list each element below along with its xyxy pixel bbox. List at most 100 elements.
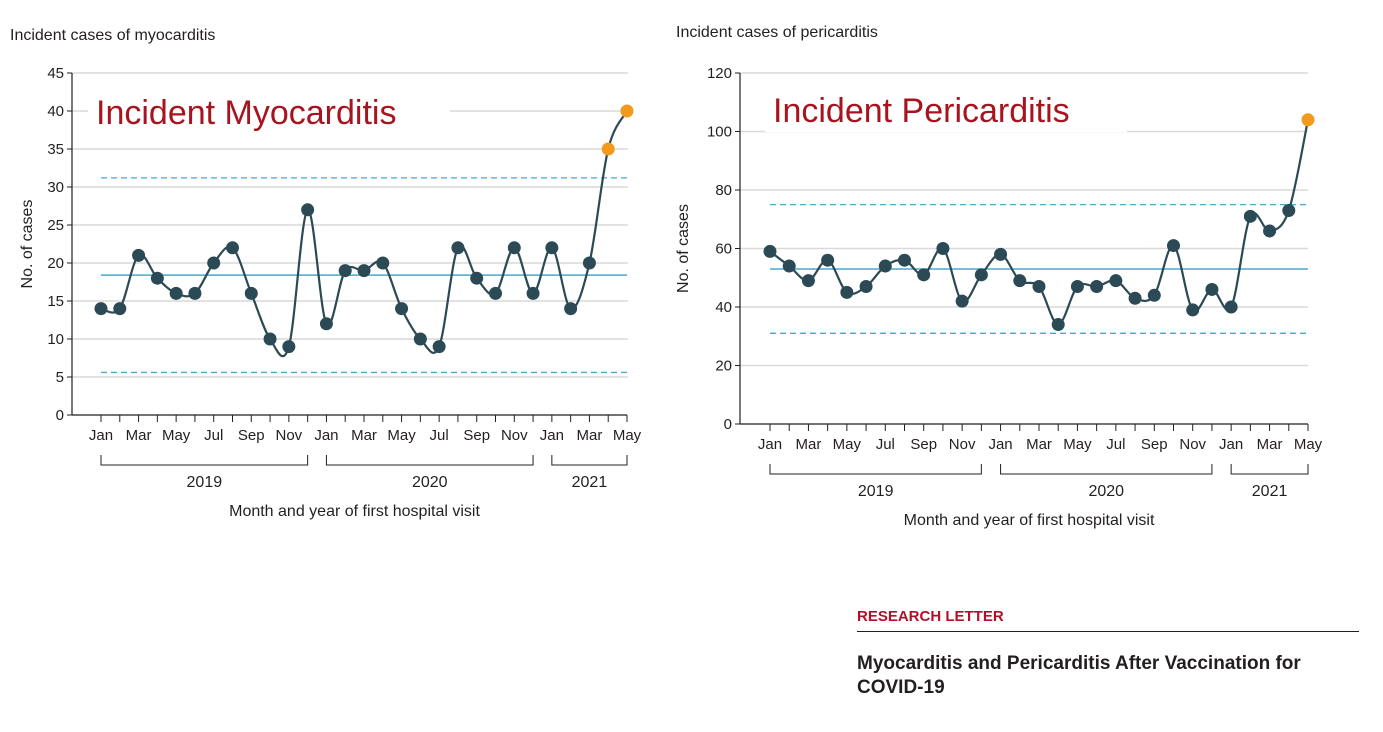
series-line — [100, 110, 628, 358]
data-point — [451, 241, 465, 255]
x-tick-label: Sep — [1141, 436, 1168, 453]
data-point — [1013, 274, 1027, 288]
chart-title: Incident Myocarditis — [96, 94, 396, 132]
data-point — [859, 280, 873, 294]
data-point — [994, 247, 1008, 261]
x-tick-label: Mar — [796, 436, 822, 453]
x-tick-label: Jul — [1106, 436, 1125, 453]
data-point — [526, 286, 540, 300]
x-tick-label: Jul — [204, 427, 223, 444]
y-tick-label: 10 — [47, 331, 64, 348]
title-background — [88, 92, 450, 134]
y-axis-label: No. of cases — [19, 200, 36, 289]
y-axis-top-label: Incident cases of pericarditis — [676, 24, 878, 41]
x-tick-label: Nov — [276, 427, 303, 444]
data-point — [936, 242, 950, 255]
data-point — [150, 271, 164, 285]
data-point — [1147, 288, 1161, 302]
data-point — [94, 302, 108, 316]
data-point — [113, 302, 127, 316]
year-label: 2020 — [412, 474, 448, 491]
research-letter-header: RESEARCH LETTER Myocarditis and Pericard… — [857, 608, 1359, 700]
year-label: 2020 — [1088, 483, 1124, 500]
x-tick-label: May — [1063, 436, 1092, 453]
year-label: 2019 — [187, 474, 223, 491]
y-tick-label: 20 — [47, 255, 64, 272]
x-tick-label: Sep — [238, 427, 265, 444]
y-tick-label: 40 — [715, 299, 732, 316]
x-tick-label: Nov — [949, 436, 976, 453]
y-tick-label: 30 — [47, 179, 64, 196]
data-point — [1051, 318, 1065, 332]
data-point — [169, 286, 183, 300]
data-point — [1243, 209, 1257, 223]
data-point — [840, 285, 854, 299]
data-point — [376, 256, 390, 270]
x-tick-label: Jan — [1219, 436, 1243, 453]
y-tick-label: 25 — [47, 217, 64, 234]
chart-myocarditis: Incident cases of myocarditis No. of case… — [10, 27, 642, 520]
x-tick-label: Mar — [351, 427, 377, 444]
x-tick-label: May — [833, 436, 862, 453]
year-bracket — [551, 455, 628, 466]
data-point — [545, 241, 559, 255]
year-bracket — [100, 455, 309, 466]
x-tick-label: Sep — [910, 436, 937, 453]
x-tick-label: Jul — [876, 436, 895, 453]
data-point — [282, 340, 296, 354]
data-point — [1070, 280, 1084, 294]
highlight-point — [620, 104, 634, 118]
data-point — [470, 271, 484, 285]
chart-pericarditis: Incident cases of pericarditis No. of cas… — [675, 24, 1323, 529]
highlight-point — [601, 142, 615, 156]
data-point — [821, 253, 835, 267]
x-tick-label: May — [387, 427, 416, 444]
data-point — [507, 241, 521, 255]
y-tick-label: 45 — [47, 65, 64, 82]
highlight-point — [1301, 113, 1315, 127]
year-bracket — [1000, 464, 1213, 475]
y-tick-label: 20 — [715, 358, 732, 375]
data-point — [582, 256, 596, 270]
data-point — [489, 286, 502, 300]
data-point — [1128, 291, 1142, 305]
data-point — [319, 317, 333, 331]
title-background — [765, 90, 1127, 132]
y-tick-label: 0 — [56, 407, 64, 424]
article-title: Myocarditis and Pericarditis After Vacci… — [857, 653, 1301, 698]
x-tick-label: Mar — [1257, 436, 1283, 453]
data-point — [1186, 303, 1200, 317]
x-tick-label: Mar — [126, 427, 152, 444]
y-tick-label: 35 — [47, 141, 64, 158]
data-point — [955, 294, 969, 308]
x-tick-label: Jan — [314, 427, 338, 444]
data-point — [207, 256, 221, 270]
data-point — [338, 264, 352, 278]
y-tick-label: 120 — [707, 65, 732, 82]
x-tick-label: May — [162, 427, 191, 444]
y-tick-label: 60 — [715, 241, 732, 258]
x-tick-label: Jan — [89, 427, 113, 444]
x-tick-label: May — [1294, 436, 1323, 453]
data-point — [1205, 282, 1219, 296]
article-type-label: RESEARCH LETTER — [857, 608, 1359, 632]
data-point — [1032, 280, 1046, 294]
data-point — [898, 253, 911, 267]
y-axis-top-label: Incident cases of myocarditis — [10, 27, 215, 44]
data-point — [1263, 224, 1277, 238]
y-tick-label: 0 — [724, 416, 732, 433]
x-tick-label: Jan — [758, 436, 782, 453]
x-tick-label: Mar — [1026, 436, 1052, 453]
x-tick-label: Sep — [463, 427, 490, 444]
x-axis-label: Month and year of first hospital visit — [229, 503, 480, 520]
y-tick-label: 100 — [707, 124, 732, 141]
data-point — [244, 286, 258, 300]
data-point — [226, 241, 239, 255]
x-axis-label: Month and year of first hospital visit — [904, 512, 1155, 529]
year-bracket — [769, 464, 982, 475]
data-point — [263, 332, 277, 346]
data-point — [1167, 239, 1180, 253]
data-point — [301, 203, 315, 217]
data-point — [432, 340, 446, 354]
